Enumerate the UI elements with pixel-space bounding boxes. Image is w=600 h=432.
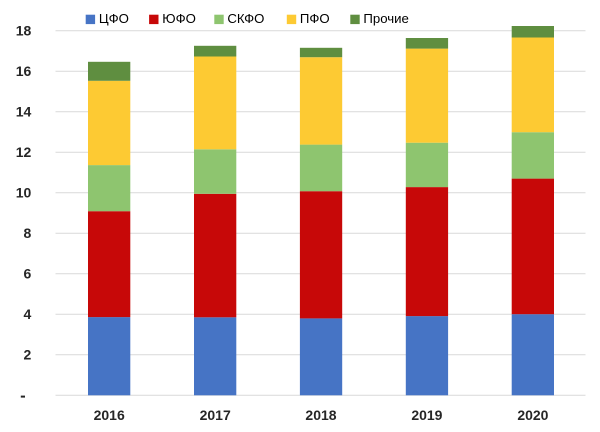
svg-text:СКФО: СКФО	[227, 11, 264, 26]
svg-text:6: 6	[24, 266, 32, 282]
svg-text:ПФО: ПФО	[300, 11, 330, 26]
svg-text:2016: 2016	[94, 407, 125, 423]
svg-text:16: 16	[16, 63, 32, 79]
svg-text:12: 12	[16, 144, 32, 160]
svg-text:2019: 2019	[411, 407, 442, 423]
svg-text:2: 2	[24, 347, 32, 363]
svg-text:18: 18	[16, 23, 32, 39]
svg-text:ЦФО: ЦФО	[99, 11, 129, 26]
svg-text:Прочие: Прочие	[363, 11, 408, 26]
svg-text:10: 10	[16, 185, 32, 201]
svg-text:2018: 2018	[305, 407, 336, 423]
svg-text:8: 8	[24, 225, 32, 241]
svg-text:ЮФО: ЮФО	[162, 11, 196, 26]
svg-text:2020: 2020	[517, 407, 548, 423]
svg-text:2017: 2017	[200, 407, 231, 423]
svg-text:4: 4	[24, 306, 32, 322]
svg-text:14: 14	[16, 104, 32, 120]
